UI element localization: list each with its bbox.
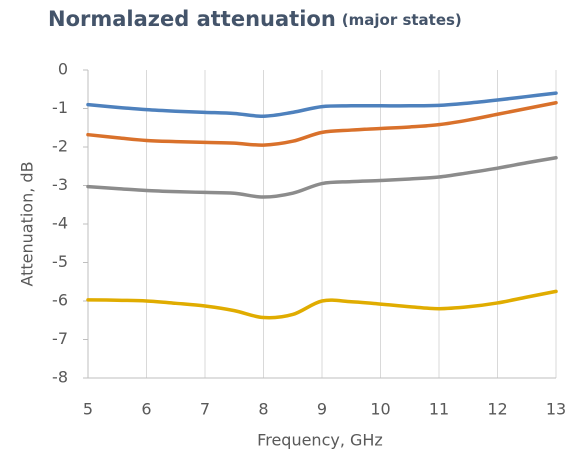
y-tick-label: -2 — [52, 137, 68, 156]
x-tick-label: 12 — [487, 400, 507, 419]
title: Normalazed attenuation — [48, 7, 336, 31]
y-tick-label: -7 — [52, 329, 68, 348]
y-tick-label: -3 — [52, 175, 68, 194]
y-tick-label: -1 — [52, 98, 68, 117]
y-axis-label: Attenuation, dB — [18, 161, 37, 286]
x-tick-label: 6 — [141, 400, 151, 419]
x-tick-label: 7 — [200, 400, 210, 419]
x-tick-label: 9 — [317, 400, 327, 419]
y-tick-label: -5 — [52, 252, 68, 271]
x-tick-label: 10 — [370, 400, 390, 419]
x-axis-label: Frequency, GHz — [257, 431, 383, 450]
y-tick-label: -6 — [52, 291, 68, 310]
x-tick-label: 8 — [258, 400, 268, 419]
series-line — [86, 91, 558, 118]
y-tick-label: -4 — [52, 214, 68, 233]
x-tick-label: 5 — [83, 400, 93, 419]
y-tick-label: -8 — [52, 368, 68, 387]
series-line — [86, 100, 558, 147]
series-line — [86, 289, 558, 320]
y-tick-label: 0 — [58, 60, 68, 79]
x-tick-label: 13 — [546, 400, 566, 419]
series-line — [86, 156, 558, 199]
subtitle: (major states) — [342, 11, 462, 29]
chart-title: Normalazed attenuation (major states) — [48, 7, 462, 31]
x-tick-label: 11 — [429, 400, 449, 419]
